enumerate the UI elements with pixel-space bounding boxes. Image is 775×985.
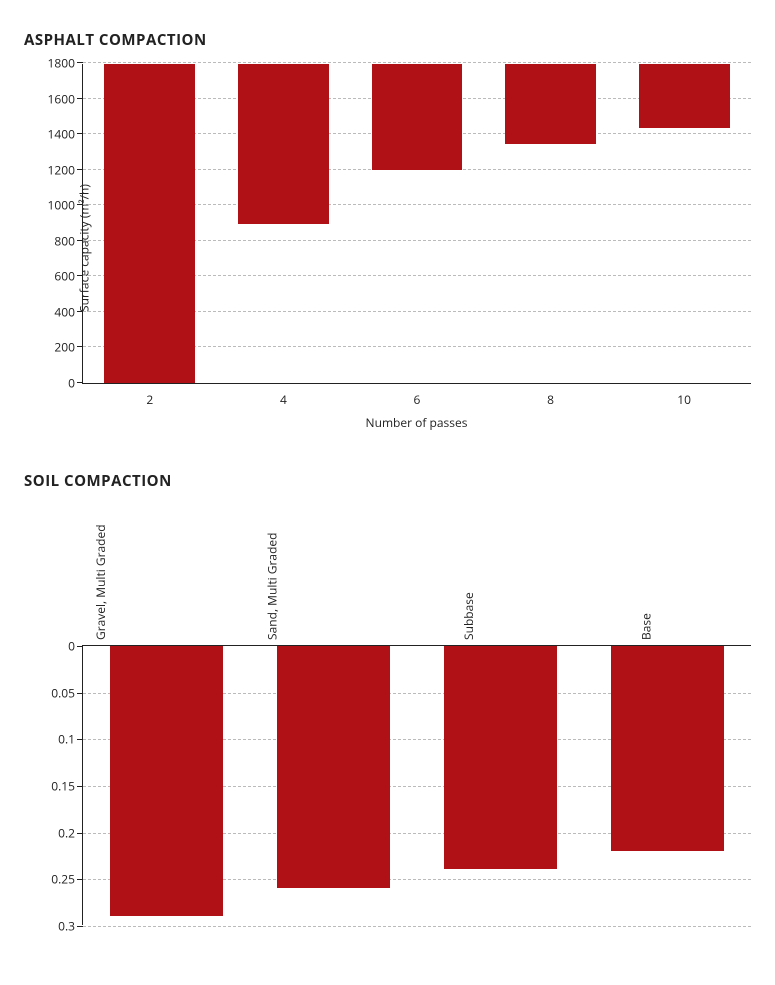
ytick-label: 1600 bbox=[48, 90, 83, 107]
bar bbox=[277, 646, 391, 888]
x-category-label: Gravel, Multi Graded bbox=[92, 524, 109, 640]
bar-slot: 2 bbox=[83, 64, 217, 383]
asphalt-plot-area: 020040060080010001200140016001800246810 bbox=[82, 64, 751, 384]
asphalt-title: ASPHALT COMPACTION bbox=[24, 30, 751, 50]
ytick-label: 1400 bbox=[48, 126, 83, 143]
asphalt-xlabel: Number of passes bbox=[82, 414, 751, 431]
gridline bbox=[83, 62, 751, 63]
bar-slot: Subbase bbox=[417, 646, 584, 925]
x-category-label: Base bbox=[637, 613, 654, 640]
bar-slot: 8 bbox=[484, 64, 618, 383]
gridline bbox=[83, 926, 751, 927]
ytick-label: 0 bbox=[68, 375, 83, 392]
soil-title: SOIL COMPACTION bbox=[24, 471, 751, 491]
ytick-label: 800 bbox=[54, 232, 83, 249]
asphalt-chart: Surface capacity (m²/h) 0200400600800100… bbox=[24, 64, 751, 431]
ytick-label: 1000 bbox=[48, 197, 83, 214]
bar-slot: 4 bbox=[217, 64, 351, 383]
bar bbox=[611, 646, 725, 851]
ytick-label: 600 bbox=[54, 268, 83, 285]
bar bbox=[110, 646, 224, 916]
bar-slot: Sand, Multi Graded bbox=[250, 646, 417, 925]
asphalt-bars: 246810 bbox=[83, 64, 751, 383]
ytick-label: 1800 bbox=[48, 55, 83, 72]
bar bbox=[238, 64, 329, 224]
ytick-label: 200 bbox=[54, 339, 83, 356]
x-category-label: 8 bbox=[547, 391, 554, 408]
bar bbox=[372, 64, 463, 170]
bar-slot: 10 bbox=[617, 64, 751, 383]
x-category-label: Sand, Multi Graded bbox=[263, 533, 280, 641]
bar-slot: Gravel, Multi Graded bbox=[83, 646, 250, 925]
ytick-label: 0.3 bbox=[58, 918, 83, 935]
bar bbox=[444, 646, 558, 869]
x-category-label: 6 bbox=[414, 391, 421, 408]
ytick-label: 0.1 bbox=[58, 731, 83, 748]
bar bbox=[639, 64, 730, 128]
ytick-label: 0 bbox=[68, 638, 83, 655]
x-category-label: 2 bbox=[146, 391, 153, 408]
bar-slot: Base bbox=[584, 646, 751, 925]
bar bbox=[104, 64, 195, 383]
soil-plot-area: 00.050.10.150.20.250.3Gravel, Multi Grad… bbox=[82, 645, 751, 925]
soil-chart: Maximum recommended layer thickness (m) … bbox=[24, 505, 751, 925]
ytick-label: 400 bbox=[54, 303, 83, 320]
ytick-label: 0.25 bbox=[51, 871, 83, 888]
ytick-label: 1200 bbox=[48, 161, 83, 178]
bar bbox=[505, 64, 596, 144]
x-category-label: 4 bbox=[280, 391, 287, 408]
x-category-label: 10 bbox=[677, 391, 691, 408]
ytick-label: 0.2 bbox=[58, 824, 83, 841]
ytick-label: 0.15 bbox=[51, 778, 83, 795]
soil-bars: Gravel, Multi GradedSand, Multi GradedSu… bbox=[83, 646, 751, 925]
x-category-label: Subbase bbox=[460, 592, 477, 640]
ytick-label: 0.05 bbox=[51, 684, 83, 701]
bar-slot: 6 bbox=[350, 64, 484, 383]
